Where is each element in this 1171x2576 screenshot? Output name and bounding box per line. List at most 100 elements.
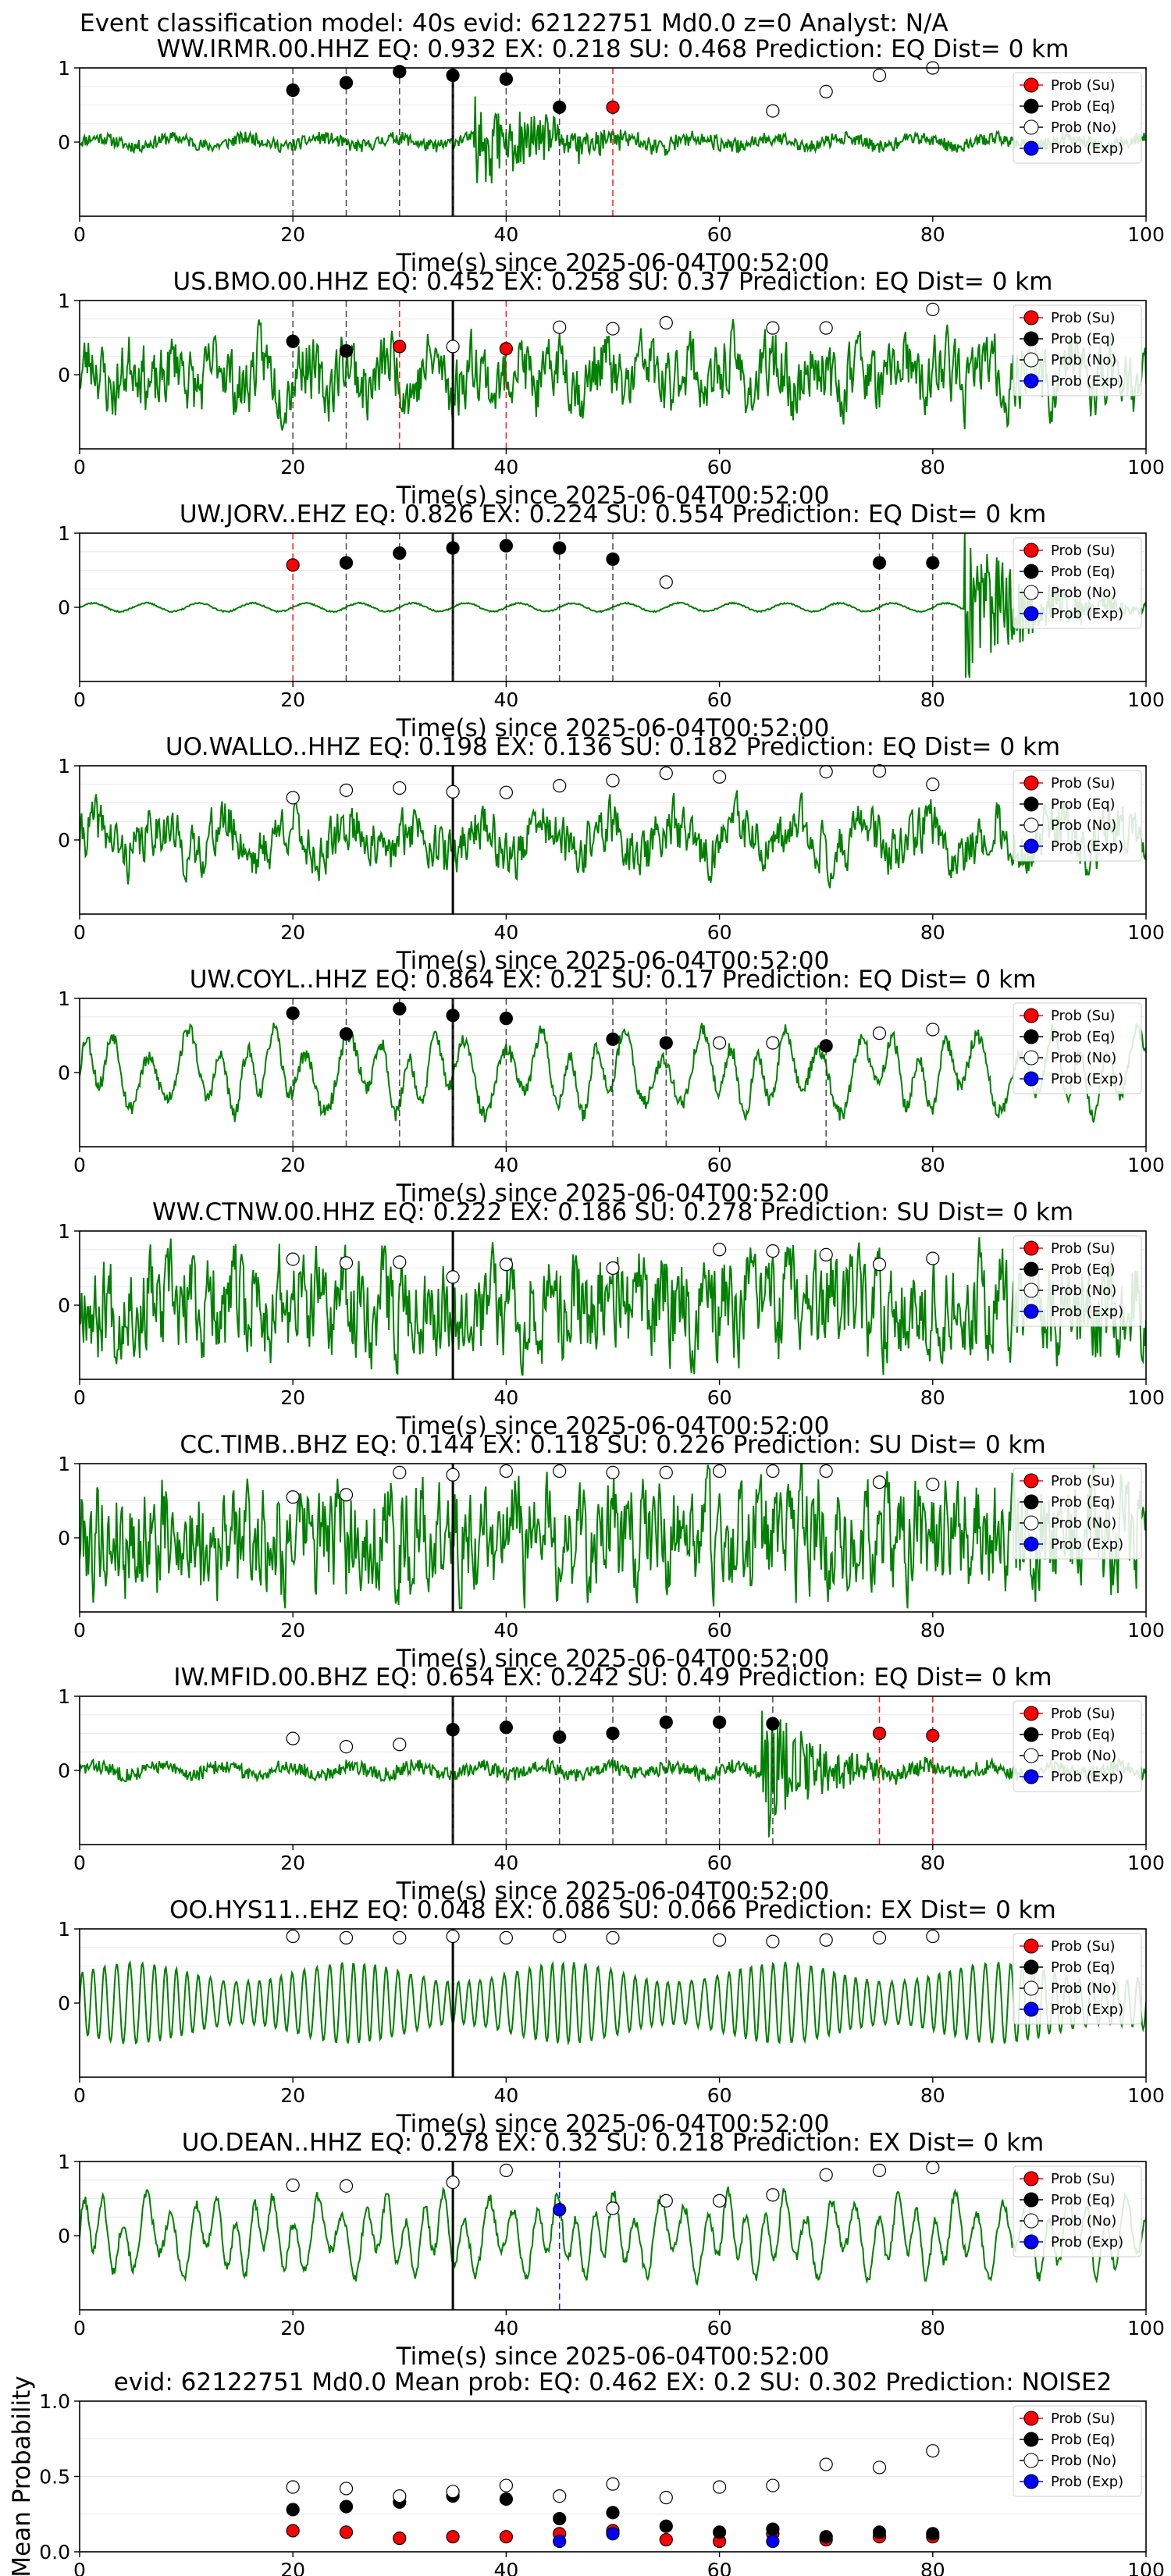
legend-marker-eq (1023, 1727, 1039, 1742)
x-axis-label: Time(s) since 2025-06-04T00:52:00 (396, 947, 830, 975)
legend-label-eq: Prob (Eq) (1051, 1727, 1116, 1743)
legend-marker-su (1023, 2171, 1039, 2186)
x-tick-label: 40 (493, 2317, 518, 2339)
legend: Prob (Su) Prob (Eq) Prob (No) Prob (Exp) (1013, 2405, 1142, 2497)
panel-title: UO.DEAN..HHZ EQ: 0.278 EX: 0.32 SU: 0.21… (182, 2129, 1044, 2157)
y-tick-label: 1.0 (39, 2390, 70, 2413)
x-tick-label: 40 (493, 2084, 518, 2107)
legend-label-no: Prob (No) (1051, 352, 1116, 368)
waveform-trace (80, 1237, 1146, 1376)
mean-prob-point-eq (926, 2527, 940, 2541)
legend: Prob (Su) Prob (Eq) Prob (No) Prob (Exp) (1013, 1002, 1142, 1094)
mean-prob-point-eq (872, 2525, 887, 2539)
legend-marker-exp (1023, 838, 1039, 854)
x-tick-label: 100 (1127, 921, 1165, 944)
legend-label-su: Prob (Su) (1051, 77, 1116, 94)
x-tick-label: 40 (493, 2559, 518, 2576)
x-tick-label: 40 (493, 223, 518, 246)
prob-point-no (872, 1930, 887, 1944)
x-tick-label: 80 (920, 2317, 945, 2339)
prob-point-no (926, 1929, 940, 1944)
prob-point-no (819, 764, 833, 779)
legend-marker-eq (1023, 2192, 1039, 2208)
x-tick-label: 20 (280, 2317, 305, 2339)
legend-marker-eq (1023, 1959, 1039, 1975)
prob-point-no (766, 1244, 780, 1258)
x-axis-label: Time(s) since 2025-06-04T00:52:00 (396, 2343, 830, 2371)
x-tick-label: 40 (493, 1386, 518, 1409)
legend-label-exp: Prob (Exp) (1051, 838, 1123, 855)
x-tick-label: 0 (73, 688, 86, 711)
prob-point-no (659, 315, 673, 330)
prob-point-no (766, 104, 780, 118)
prob-point-no (339, 2179, 354, 2193)
x-tick-label: 0 (73, 921, 86, 944)
prob-point-no (286, 1929, 300, 1944)
legend-marker-su (1023, 543, 1039, 558)
y-tick-label: 1 (58, 1220, 70, 1243)
prob-point-no (819, 1247, 833, 1262)
legend-marker-su (1023, 775, 1039, 791)
y-tick-label: 1 (58, 290, 70, 312)
y-axis-label: Mean Probability (8, 2375, 36, 2576)
legend-label-eq: Prob (Eq) (1051, 2432, 1116, 2448)
legend-label-su: Prob (Su) (1051, 1008, 1116, 1024)
x-tick-label: 80 (920, 1386, 945, 1409)
prob-point-eq (446, 541, 460, 555)
prob-point-eq (553, 1730, 567, 1744)
prob-point-no (926, 1477, 940, 1492)
prob-point-su (393, 340, 407, 354)
legend-label-eq: Prob (Eq) (1051, 1494, 1116, 1510)
prob-point-su (606, 100, 620, 114)
panel-title: US.BMO.00.HHZ EQ: 0.452 EX: 0.258 SU: 0.… (173, 268, 1053, 296)
legend-marker-su (1023, 2411, 1039, 2426)
legend: Prob (Su) Prob (Eq) Prob (No) Prob (Exp) (1013, 1235, 1142, 1327)
y-tick-label: 0 (58, 829, 70, 852)
panel-title: UO.WALLO..HHZ EQ: 0.198 EX: 0.136 SU: 0.… (166, 733, 1060, 761)
y-tick-label: 1 (58, 522, 70, 545)
prob-point-no (393, 1738, 407, 1752)
legend-marker-eq (1023, 1029, 1039, 1044)
prob-point-no (446, 1929, 460, 1944)
mean-prob-point-no (499, 2478, 514, 2492)
mean-prob-point-su (286, 2524, 300, 2538)
x-tick-label: 20 (280, 456, 305, 479)
legend-label-eq: Prob (Eq) (1051, 1959, 1116, 1976)
prob-point-eq (446, 1723, 460, 1737)
panel-title: UW.JORV..EHZ EQ: 0.826 EX: 0.224 SU: 0.5… (180, 500, 1046, 528)
prob-point-su (926, 1728, 940, 1742)
x-tick-label: 40 (493, 456, 518, 479)
x-axis-label: Time(s) since 2025-06-04T00:52:00 (396, 1645, 830, 1673)
prob-point-no (659, 2194, 673, 2208)
legend-label-no: Prob (No) (1051, 119, 1116, 136)
x-tick-label: 100 (1127, 2084, 1165, 2107)
prob-point-eq (393, 546, 407, 560)
prob-point-no (446, 2176, 460, 2190)
prob-point-su (872, 1726, 887, 1741)
prob-point-no (659, 766, 673, 781)
prob-point-no (712, 1933, 727, 1947)
legend-marker-no (1023, 119, 1039, 135)
x-tick-label: 0 (73, 2084, 86, 2107)
panels-container: WW.IRMR.00.HHZ EQ: 0.932 EX: 0.218 SU: 0… (8, 35, 1165, 2576)
legend-marker-exp (1023, 141, 1039, 156)
legend: Prob (Su) Prob (Eq) Prob (No) Prob (Exp) (1013, 2165, 1142, 2258)
x-axis-label: Time(s) since 2025-06-04T00:52:00 (396, 249, 830, 277)
prob-point-eq (659, 1715, 673, 1729)
legend-frame (1013, 304, 1142, 397)
x-tick-label: 0 (73, 1619, 86, 1642)
prob-point-no (606, 1465, 620, 1480)
x-tick-label: 40 (493, 688, 518, 711)
panel-title: WW.CTNW.00.HHZ EQ: 0.222 EX: 0.186 SU: 0… (152, 1198, 1073, 1226)
waveform-trace (80, 790, 1146, 889)
legend-marker-su (1023, 1240, 1039, 1256)
legend-label-no: Prob (No) (1051, 1980, 1116, 1997)
x-tick-label: 80 (920, 1619, 945, 1642)
prob-point-no (446, 785, 460, 799)
waveform-trace (80, 318, 1146, 431)
x-tick-label: 100 (1127, 688, 1165, 711)
prob-point-no (553, 320, 567, 334)
legend-label-su: Prob (Su) (1051, 2171, 1116, 2187)
legend-label-exp: Prob (Exp) (1051, 1536, 1123, 1553)
prob-point-eq (926, 556, 940, 570)
